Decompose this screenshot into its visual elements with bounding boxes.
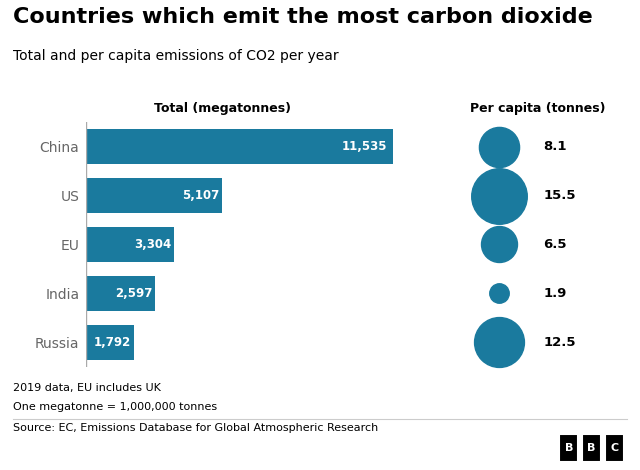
Text: C: C — [611, 443, 618, 453]
Text: Total and per capita emissions of CO2 per year: Total and per capita emissions of CO2 pe… — [13, 49, 339, 63]
Point — [493, 241, 504, 248]
Bar — [86, 325, 134, 360]
Text: 11,535: 11,535 — [341, 140, 387, 153]
Text: 8.1: 8.1 — [543, 140, 567, 153]
Bar — [605, 433, 623, 462]
Text: Per capita (tonnes): Per capita (tonnes) — [470, 102, 606, 115]
Bar — [86, 129, 393, 164]
Text: 2,597: 2,597 — [115, 287, 152, 300]
Bar — [559, 433, 578, 462]
Text: 5,107: 5,107 — [182, 189, 219, 202]
Point — [493, 338, 504, 346]
Text: 6.5: 6.5 — [543, 238, 567, 251]
Text: Source: EC, Emissions Database for Global Atmospheric Research: Source: EC, Emissions Database for Globa… — [13, 423, 378, 433]
Text: B: B — [564, 443, 573, 453]
Text: 15.5: 15.5 — [543, 189, 576, 202]
Bar — [86, 227, 174, 262]
Text: B: B — [588, 443, 596, 453]
Bar — [582, 433, 601, 462]
Text: Total (megatonnes): Total (megatonnes) — [154, 102, 291, 115]
Text: 12.5: 12.5 — [543, 336, 576, 349]
Text: Countries which emit the most carbon dioxide: Countries which emit the most carbon dio… — [13, 7, 593, 27]
Text: 1,792: 1,792 — [93, 336, 131, 349]
Point — [493, 290, 504, 297]
Text: 2019 data, EU includes UK: 2019 data, EU includes UK — [13, 383, 161, 393]
Text: 1.9: 1.9 — [543, 287, 567, 300]
Point — [493, 143, 504, 150]
Text: One megatonne = 1,000,000 tonnes: One megatonne = 1,000,000 tonnes — [13, 402, 217, 412]
Bar — [86, 276, 156, 311]
Point — [493, 192, 504, 199]
Bar — [86, 178, 222, 213]
Text: 3,304: 3,304 — [134, 238, 171, 251]
